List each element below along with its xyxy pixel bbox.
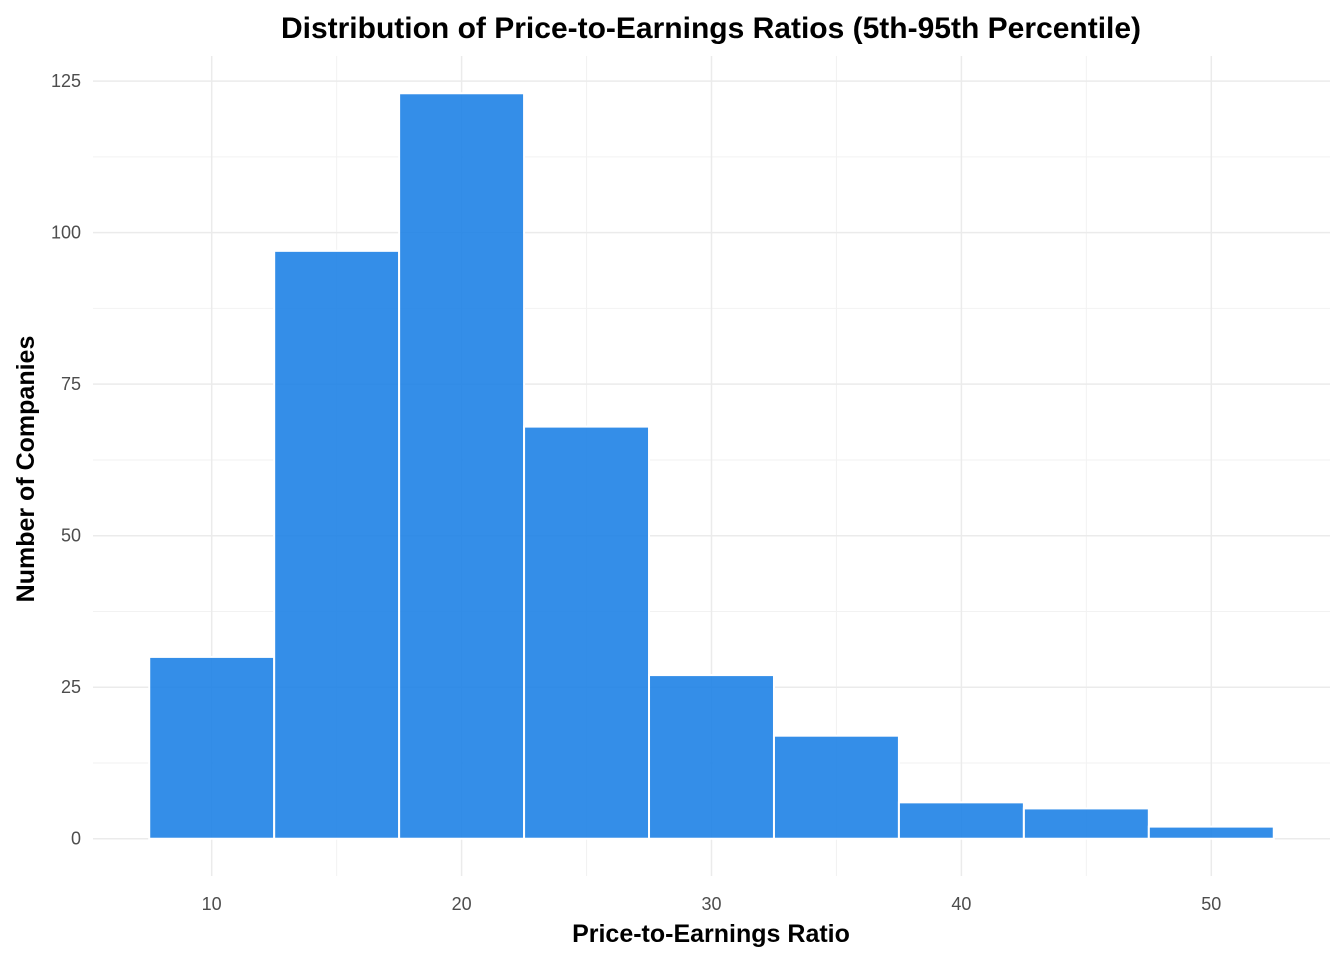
histogram-bar	[648, 674, 775, 840]
histogram-bar	[1147, 825, 1275, 840]
x-tick-label: 30	[701, 894, 721, 914]
y-tick-label: 0	[71, 829, 81, 849]
x-axis-title: Price-to-Earnings Ratio	[572, 920, 850, 948]
y-tick-label: 75	[61, 374, 81, 394]
y-axis-title: Number of Companies	[12, 336, 40, 603]
histogram-bar	[1022, 807, 1150, 840]
chart-title: Distribution of Price-to-Earnings Ratios…	[281, 12, 1141, 45]
histogram-bar	[148, 655, 276, 840]
x-tick-labels: 10 20 30 40 50	[202, 894, 1222, 914]
x-tick-label: 40	[951, 894, 971, 914]
x-tick-label: 10	[202, 894, 222, 914]
histogram-bar	[523, 425, 651, 840]
histogram-bar	[772, 734, 900, 840]
y-tick-label: 125	[51, 71, 81, 91]
y-tick-label: 25	[61, 677, 81, 697]
histogram-bar	[398, 92, 526, 840]
histogram-bar	[273, 249, 401, 840]
y-tick-label: 100	[51, 223, 81, 243]
y-tick-label: 50	[61, 526, 81, 546]
bars	[148, 92, 1275, 840]
x-tick-label: 50	[1201, 894, 1221, 914]
histogram-bar	[897, 801, 1025, 840]
y-tick-labels: 0 25 50 75 100 125	[51, 71, 81, 849]
x-tick-label: 20	[452, 894, 472, 914]
